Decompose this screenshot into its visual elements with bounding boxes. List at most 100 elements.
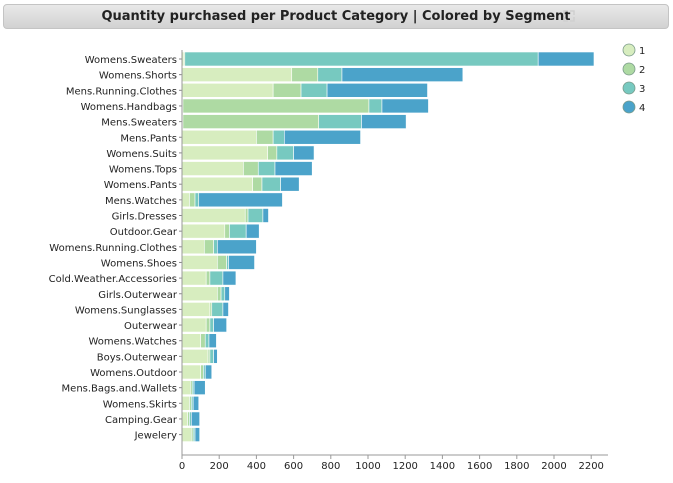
bar-segment[interactable] (267, 145, 278, 161)
bar-segment[interactable] (205, 270, 211, 286)
bar-segment[interactable] (213, 239, 218, 255)
bar-segment[interactable] (283, 129, 361, 145)
expand-icon[interactable] (562, 9, 576, 23)
bar-segment[interactable] (229, 223, 247, 239)
bar-segment[interactable] (198, 192, 283, 208)
category-label: Womens.Running.Clothes (49, 243, 177, 254)
bar-segment[interactable] (181, 302, 211, 317)
bar-segment[interactable] (205, 317, 211, 333)
bar-segment[interactable] (209, 317, 214, 333)
bar-segment[interactable] (228, 255, 255, 270)
bar-segment[interactable] (381, 98, 429, 114)
bar-segment[interactable] (181, 317, 207, 333)
bar-segment[interactable] (262, 208, 269, 223)
legend-label: 3 (639, 84, 645, 95)
bar-segment[interactable] (318, 114, 362, 129)
legend-swatch[interactable] (622, 100, 636, 114)
bar-segment[interactable] (211, 302, 224, 317)
bar-segment[interactable] (181, 192, 190, 208)
bar-segment[interactable] (189, 192, 196, 208)
bar-segment[interactable] (192, 395, 200, 411)
bar-segment[interactable] (217, 286, 222, 302)
bar-segment[interactable] (193, 380, 206, 395)
bar-segment[interactable] (181, 349, 209, 364)
bar-segment[interactable] (181, 333, 201, 349)
bar-segment[interactable] (181, 286, 218, 302)
bar-segment[interactable] (222, 270, 237, 286)
bar-segment[interactable] (181, 161, 244, 176)
bar-segment[interactable] (213, 317, 227, 333)
bar-segment[interactable] (317, 67, 343, 82)
bar-segment[interactable] (181, 364, 201, 380)
bar-segment[interactable] (368, 98, 383, 114)
legend-swatch[interactable] (622, 43, 636, 57)
bar-segment[interactable] (184, 51, 539, 67)
bar-segment[interactable] (257, 161, 276, 176)
bar-segment[interactable] (194, 427, 200, 442)
bar-segment[interactable] (181, 223, 226, 239)
bar-segment[interactable] (181, 129, 257, 145)
bar-segment[interactable] (181, 145, 268, 161)
bar-segment[interactable] (204, 239, 214, 255)
x-axis: 0 200 400 600 800 1000 1200 1400 1600 1800 2000 220… (179, 50, 608, 472)
bar-segment[interactable] (213, 349, 218, 364)
bar-segment[interactable] (181, 208, 246, 223)
bar-segment[interactable] (220, 286, 226, 302)
bar-segment[interactable] (222, 302, 229, 317)
bar-segment[interactable] (181, 255, 218, 270)
bar-segment[interactable] (182, 114, 320, 129)
bar-segment[interactable] (194, 192, 200, 208)
bar-segment[interactable] (204, 364, 213, 380)
bar-segment[interactable] (224, 286, 230, 302)
bar-segment[interactable] (247, 208, 264, 223)
bar-segment[interactable] (200, 333, 206, 349)
bar-segment[interactable] (300, 83, 328, 98)
bar-segment[interactable] (224, 223, 230, 239)
bar-segment[interactable] (181, 176, 253, 192)
bar-segment[interactable] (200, 364, 204, 380)
bar-segment[interactable] (244, 208, 249, 223)
bar-segment[interactable] (181, 380, 191, 395)
bar-segment[interactable] (204, 333, 210, 349)
category-label: Mens.Sweaters (101, 118, 177, 129)
bar-segment[interactable] (280, 176, 300, 192)
bar-segment[interactable] (261, 176, 281, 192)
bar-segment[interactable] (181, 270, 207, 286)
bar-segment[interactable] (181, 239, 205, 255)
bar-segment[interactable] (181, 411, 188, 427)
bar-segment[interactable] (252, 176, 263, 192)
bar-segment[interactable] (243, 161, 259, 176)
bar-segment[interactable] (217, 239, 257, 255)
bar-segment[interactable] (276, 145, 294, 161)
bar-segment[interactable] (208, 333, 217, 349)
bar-segment[interactable] (326, 83, 428, 98)
bar-segment[interactable] (291, 67, 319, 82)
bar-segment[interactable] (341, 67, 464, 82)
bar-segment[interactable] (182, 98, 370, 114)
x-tick-label: 1800 (504, 461, 529, 472)
legend-swatch[interactable] (622, 62, 636, 76)
bar-segment[interactable] (537, 51, 595, 67)
bar-segment[interactable] (245, 223, 260, 239)
category-label: Mens.Watches (105, 196, 177, 207)
bar-segment[interactable] (274, 161, 313, 176)
x-tick-label: 400 (247, 461, 266, 472)
bar-segment[interactable] (181, 83, 274, 98)
bar-segment[interactable] (181, 427, 192, 442)
bar-segment[interactable] (217, 255, 227, 270)
bar-segment[interactable] (272, 83, 302, 98)
chart-title: Quantity purchased per Product Category … (101, 9, 571, 24)
bar-segment[interactable] (181, 67, 293, 82)
category-label: Womens.Skirts (103, 399, 177, 410)
bar-segment[interactable] (209, 270, 224, 286)
bar-segment[interactable] (361, 114, 407, 129)
category-label: Womens.Suits (106, 149, 177, 160)
bar-segment[interactable] (191, 411, 200, 427)
bar-segment[interactable] (293, 145, 315, 161)
bar-segment[interactable] (256, 129, 274, 145)
bar-segment[interactable] (272, 129, 285, 145)
legend-swatch[interactable] (622, 81, 636, 95)
bar-segment[interactable] (181, 395, 190, 411)
bar-segment[interactable] (209, 349, 214, 364)
